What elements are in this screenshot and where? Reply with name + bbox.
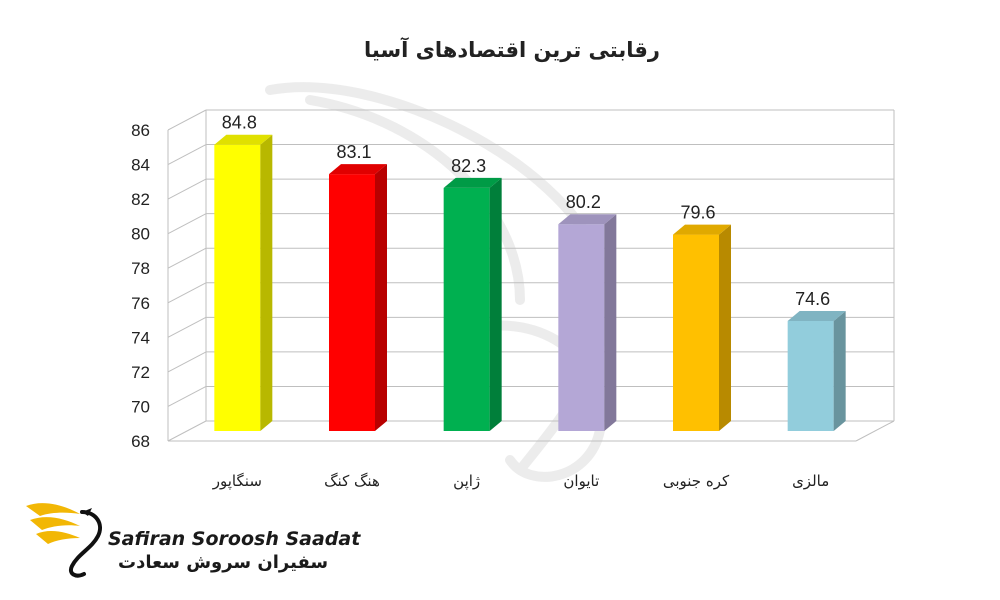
y-tick-label: 72 [131, 363, 150, 382]
gridline-side [167, 213, 207, 235]
bar-top [214, 134, 273, 145]
data-label: 79.6 [680, 203, 715, 223]
gridline-side [167, 351, 207, 373]
y-tick-label: 82 [131, 190, 150, 209]
bar-front [443, 187, 490, 431]
bars [214, 134, 846, 431]
data-label: 80.2 [566, 192, 601, 212]
y-tick-label: 70 [131, 397, 150, 416]
x-tick-label: کره جنوبی [663, 472, 730, 490]
data-labels: 84.8 83.1 82.3 80.2 79.6 74.6 [222, 113, 830, 309]
bar-top [673, 224, 731, 235]
bar-top [558, 214, 617, 225]
bar [558, 214, 617, 431]
data-label: 84.8 [222, 113, 257, 133]
x-tick-label: تایوان [563, 472, 599, 490]
bar-front [329, 174, 375, 431]
gridline-side [167, 247, 207, 269]
bar [787, 310, 846, 431]
bar-side [260, 134, 273, 431]
chart-grid [167, 109, 895, 442]
watermark-swirl [265, 82, 613, 482]
data-label: 74.6 [795, 289, 830, 309]
gridline-side [167, 144, 207, 165]
bar-side [719, 224, 731, 431]
x-tick-label: مالزی [792, 472, 829, 490]
x-axis: سنگاپور هنگ کنگ ژاپن تایوان کره جنوبی مالزی [212, 472, 829, 491]
bird-logo-icon [26, 503, 102, 578]
y-tick-label: 80 [131, 225, 150, 244]
logo-text-fa: سفیران سروش سعادت [118, 552, 329, 573]
bar [329, 164, 387, 431]
bar-side [604, 214, 617, 431]
bar-top [329, 164, 387, 175]
gridline-side [167, 386, 207, 407]
bar-side [833, 310, 846, 431]
y-tick-label: 78 [131, 259, 150, 278]
logo-text-en: Safiran Soroosh Saadat [108, 528, 361, 550]
y-tick-label: 84 [131, 156, 150, 175]
floor-right-edge [855, 420, 895, 442]
company-logo: Safiran Soroosh Saadat سفیران سروش سعادت [22, 498, 360, 578]
y-tick-label: 86 [131, 121, 150, 140]
bar-front [787, 320, 834, 431]
x-tick-label: هنگ کنگ [324, 472, 380, 490]
y-tick-label: 68 [131, 432, 150, 451]
gridline-side [167, 420, 207, 442]
bar-top [787, 310, 846, 321]
bar-top [443, 177, 502, 188]
gridline-side [167, 178, 207, 200]
data-label: 82.3 [451, 156, 486, 176]
bar [673, 224, 731, 431]
bar-side [375, 164, 387, 431]
bar-side [489, 177, 502, 431]
bar-front [214, 144, 261, 431]
bar-front [558, 224, 605, 431]
gridline-side [167, 316, 207, 338]
y-tick-label: 74 [131, 328, 150, 347]
bar [214, 134, 273, 431]
bar [443, 177, 502, 431]
data-label: 83.1 [336, 142, 371, 162]
gridline-side [167, 109, 207, 131]
x-tick-label: سنگاپور [212, 472, 262, 491]
y-axis: 68 70 72 74 76 78 80 82 84 86 [131, 121, 150, 451]
chart-title: رقابتی ترین اقتصادهای آسیا [364, 37, 660, 62]
bar-front [673, 234, 719, 431]
y-tick-label: 76 [131, 294, 150, 313]
gridline-side [167, 282, 207, 304]
x-tick-label: ژاپن [453, 472, 480, 491]
